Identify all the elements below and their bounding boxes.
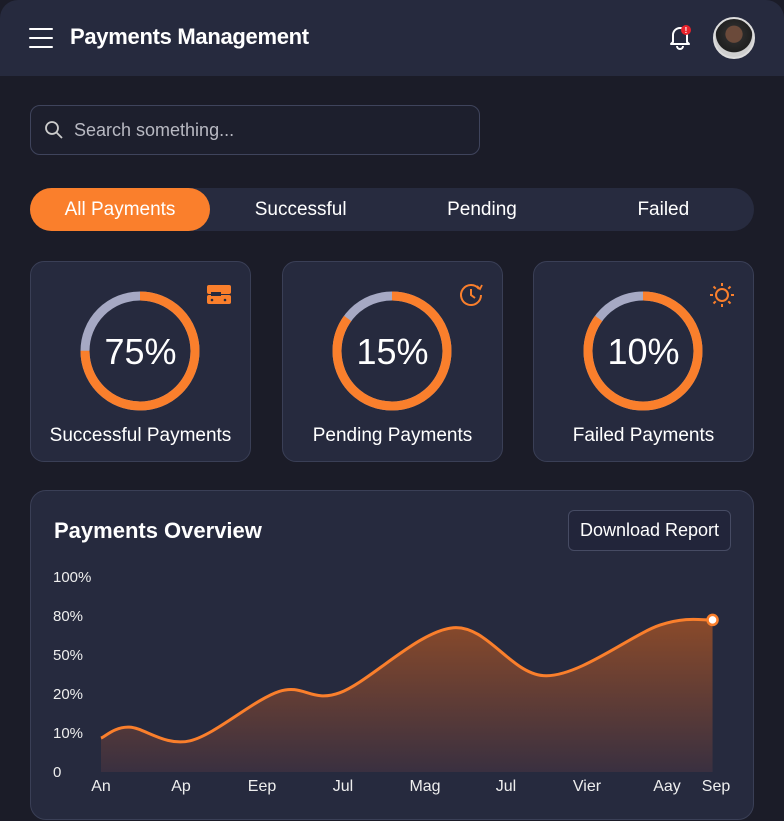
x-tick-label: Eep: [248, 778, 277, 795]
ring-progress: [583, 291, 703, 411]
payment-filter-tabs: All Payments Successful Pending Failed: [30, 188, 754, 231]
tab-all-payments[interactable]: All Payments: [30, 188, 210, 231]
progress-ring: [583, 291, 703, 411]
sun-icon: [710, 283, 734, 307]
pending-payments-card[interactable]: 15% Pending Payments: [282, 261, 503, 462]
overview-title: Payments Overview: [54, 518, 262, 543]
app-header: Payments Management !: [0, 0, 784, 76]
page-title: Payments Management: [70, 24, 309, 49]
card-label: Successful Payments: [49, 425, 232, 446]
card-label: Failed Payments: [572, 425, 715, 446]
series-line: [100, 617, 713, 744]
card-value: 10%: [607, 331, 680, 372]
clock-icon: [460, 284, 483, 306]
search-bar: [30, 105, 480, 155]
payments-area-chart: 100% 80% 50% 20% 10% 0 An Ap Eep Jul Mag Jul Vier Aay…: [53, 569, 731, 795]
last-data-point-marker: [706, 613, 719, 627]
x-tick-label: Jul: [496, 778, 516, 795]
y-tick-label: 100%: [53, 569, 91, 586]
area-fill: [101, 619, 713, 772]
search-input[interactable]: [74, 119, 454, 141]
x-tick-label: Vier: [573, 778, 602, 795]
x-tick-label: Sep: [702, 778, 731, 795]
failed-payments-card[interactable]: 10% Failed Payments: [533, 261, 754, 462]
card-value: 15%: [356, 331, 429, 372]
search-icon: [45, 121, 63, 139]
y-tick-label: 0: [53, 764, 61, 781]
x-tick-label: Jul: [333, 778, 353, 795]
card-icon: [207, 285, 231, 304]
payments-overview-panel: 100% 80% 50% 20% 10% 0 An Ap Eep Jul Mag Jul Vier Aay…: [30, 490, 754, 820]
card-label: Pending Payments: [312, 425, 473, 446]
progress-ring: [80, 291, 200, 411]
tab-successful[interactable]: Successful: [254, 198, 347, 220]
ring-progress: [80, 291, 200, 411]
download-report-button[interactable]: Download Report: [568, 510, 731, 551]
tab-failed[interactable]: Failed: [637, 198, 690, 220]
card-value: 75%: [104, 331, 177, 372]
ring-progress: [332, 291, 452, 411]
x-tick-label: Aay: [653, 778, 681, 795]
notification-bell-icon[interactable]: !: [668, 24, 692, 50]
progress-ring: [332, 291, 452, 411]
y-tick-label: 50%: [53, 647, 83, 664]
y-tick-label: 80%: [53, 608, 83, 625]
user-avatar[interactable]: [713, 17, 755, 59]
hamburger-menu-icon[interactable]: [29, 28, 53, 48]
x-tick-label: Ap: [171, 778, 191, 795]
x-tick-label: Mag: [409, 778, 440, 795]
y-tick-label: 20%: [53, 686, 83, 703]
tab-pending[interactable]: Pending: [447, 198, 517, 220]
y-tick-label: 10%: [53, 725, 83, 742]
x-tick-label: An: [91, 778, 111, 795]
notification-badge: !: [685, 26, 688, 35]
successful-payments-card[interactable]: 75% Successful Payments: [30, 261, 251, 462]
